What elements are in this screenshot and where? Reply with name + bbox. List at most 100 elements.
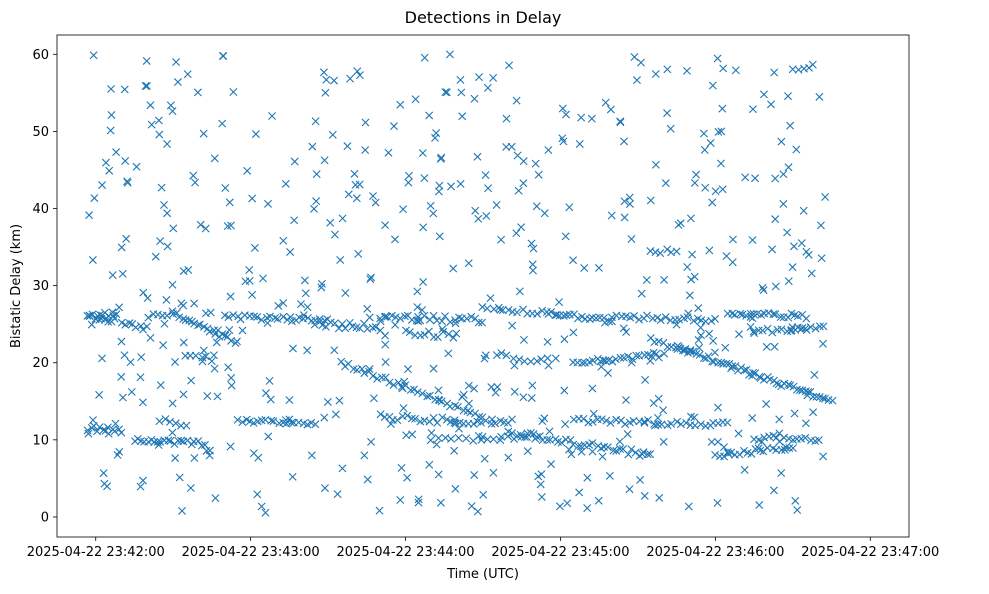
detection-point [338, 214, 347, 223]
detection-point [537, 355, 546, 364]
detection-point [489, 305, 498, 314]
detection-point [353, 67, 362, 76]
detection-point [117, 243, 126, 252]
detection-point [804, 250, 813, 259]
detection-point [281, 179, 290, 188]
detection-point [555, 502, 564, 511]
detection-point [728, 362, 737, 371]
detection-point [589, 409, 598, 418]
detection-point [414, 495, 423, 504]
detection-point [194, 321, 203, 330]
detection-point [273, 314, 282, 323]
detection-point [354, 249, 363, 258]
detection-point [456, 75, 465, 84]
detection-point [146, 101, 155, 110]
detection-point [492, 201, 501, 209]
detection-point [749, 368, 758, 377]
detection-point [746, 309, 755, 318]
detection-point [137, 353, 146, 362]
detection-point [719, 359, 728, 368]
detection-point [758, 326, 767, 335]
detection-point [523, 447, 532, 456]
detection-point [636, 58, 645, 67]
detection-point [713, 437, 722, 446]
detection-point [471, 206, 480, 215]
detection-point [632, 76, 641, 85]
detection-point [466, 408, 475, 417]
data-layer [83, 50, 837, 517]
detection-point [434, 386, 443, 395]
detection-point [755, 501, 764, 510]
detection-point [118, 269, 127, 278]
detection-point [107, 110, 116, 119]
detection-point [749, 327, 758, 336]
detection-point [311, 420, 320, 429]
detection-point [660, 349, 669, 358]
detection-point [624, 450, 633, 459]
detection-point [746, 322, 755, 331]
detection-point [89, 51, 98, 60]
x-tick-label: 2025-04-22 23:42:00 [27, 545, 165, 560]
y-tick-label: 60 [32, 48, 49, 63]
detection-point [163, 242, 172, 251]
detection-point [475, 73, 483, 82]
detection-point [166, 437, 175, 445]
detection-point [307, 418, 316, 427]
detection-point [83, 311, 92, 320]
detection-point [156, 381, 165, 390]
detection-point [437, 153, 446, 162]
detection-point [106, 126, 115, 135]
detection-point [682, 66, 691, 75]
detection-point [285, 396, 294, 405]
detection-point [365, 313, 374, 322]
detection-point [659, 437, 668, 446]
detection-point [768, 328, 777, 337]
detection-point [442, 88, 451, 97]
detection-point [771, 174, 780, 183]
detection-point [418, 149, 427, 158]
detection-point [470, 470, 479, 479]
detection-point [436, 498, 445, 507]
detection-point [479, 490, 488, 499]
detection-point [480, 454, 489, 463]
detection-point [544, 146, 553, 155]
detection-point [224, 313, 233, 322]
detection-point [606, 105, 615, 114]
detection-point [360, 451, 369, 460]
detection-point [210, 364, 219, 373]
detection-point [437, 397, 446, 406]
detection-point [199, 129, 208, 138]
detection-point [419, 223, 428, 232]
detection-point [766, 100, 775, 109]
detection-point [99, 426, 108, 435]
detection-point [225, 326, 234, 334]
detection-point [754, 326, 763, 335]
detection-point [779, 170, 788, 179]
detection-point [641, 375, 650, 384]
detection-point [646, 450, 655, 459]
detection-point [788, 263, 797, 272]
detection-point [594, 496, 603, 505]
detection-point [286, 313, 295, 322]
detection-point [478, 432, 487, 441]
detection-point [191, 178, 200, 187]
detection-point [599, 356, 608, 365]
detection-point [560, 386, 569, 395]
detection-point [780, 445, 789, 454]
detection-point [376, 410, 385, 419]
detection-point [219, 52, 228, 61]
detection-point [656, 316, 665, 325]
detection-point [163, 311, 172, 320]
detection-point [103, 423, 112, 432]
detection-point [301, 289, 310, 298]
detection-point [303, 303, 312, 312]
detection-point [154, 116, 163, 125]
detection-point [672, 320, 681, 329]
detection-point [661, 179, 670, 188]
detection-point [777, 137, 786, 146]
detection-point [724, 449, 733, 458]
detection-point [777, 469, 786, 478]
detection-point [229, 311, 238, 320]
detection-point [136, 373, 145, 382]
detection-point [718, 185, 727, 194]
